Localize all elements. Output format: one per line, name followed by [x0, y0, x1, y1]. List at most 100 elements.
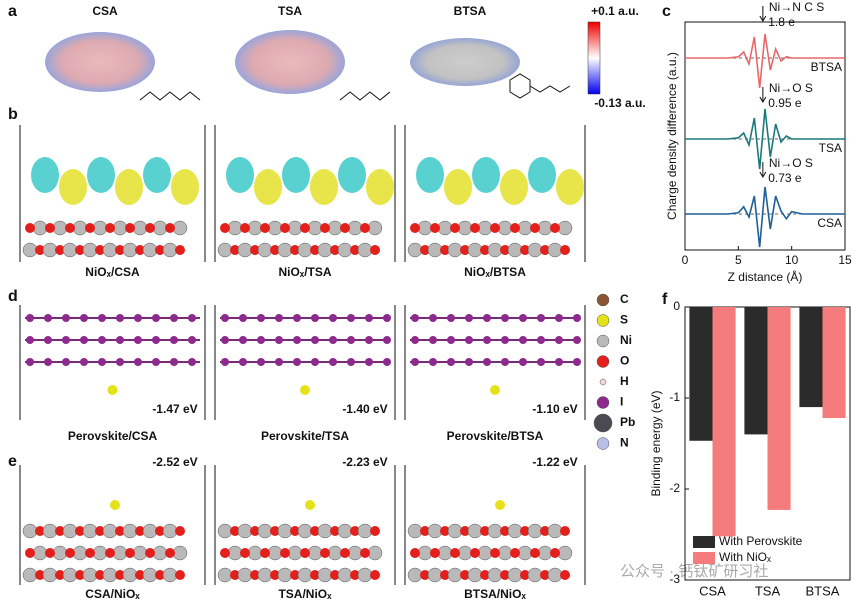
atom [297, 242, 313, 258]
energy: -1.40 eV [342, 402, 387, 416]
atom [135, 526, 145, 536]
atom [44, 314, 52, 322]
atom [340, 548, 350, 558]
atom [560, 526, 570, 536]
arrow-head [759, 96, 767, 103]
atom [519, 314, 527, 322]
atom [115, 245, 125, 255]
legend-label: With NiOₓ [719, 550, 771, 564]
atom [115, 570, 125, 580]
line [685, 33, 845, 89]
atom [175, 570, 185, 580]
atom [290, 245, 300, 255]
atom [311, 314, 319, 322]
atom [560, 245, 570, 255]
atom [317, 523, 333, 539]
charge-lobe [226, 157, 254, 193]
atom [547, 567, 563, 583]
atom [257, 336, 265, 344]
atom [165, 548, 175, 558]
atom [537, 314, 545, 322]
atom [122, 523, 138, 539]
atom [165, 223, 175, 233]
atom [102, 523, 118, 539]
atom [85, 223, 95, 233]
y-tick-label: -1 [669, 390, 680, 404]
atom [220, 223, 230, 233]
atom [357, 242, 373, 258]
atom [170, 314, 178, 322]
atom [152, 545, 168, 561]
charge-lobe [31, 157, 59, 193]
atom [72, 545, 88, 561]
atom [527, 523, 543, 539]
atom [112, 545, 128, 561]
atom [487, 523, 503, 539]
atom [62, 336, 70, 344]
atom [62, 314, 70, 322]
atom [487, 567, 503, 583]
atom [537, 336, 545, 344]
atom [490, 385, 500, 395]
atom [460, 570, 470, 580]
atom [520, 245, 530, 255]
atom [230, 245, 240, 255]
atom [75, 526, 85, 536]
atom [98, 314, 106, 322]
atom [280, 548, 290, 558]
atom [501, 314, 509, 322]
atom [447, 523, 463, 539]
atom [555, 314, 563, 322]
atom [277, 242, 293, 258]
atom [500, 570, 510, 580]
atom [247, 545, 263, 561]
bar [744, 307, 768, 435]
atom [460, 245, 470, 255]
atom [307, 220, 323, 236]
atom [257, 523, 273, 539]
atom [383, 336, 391, 344]
atom [537, 358, 545, 366]
atom [287, 220, 303, 236]
atom [540, 570, 550, 580]
atom [417, 545, 433, 561]
legend-label: S [620, 313, 628, 327]
atom [557, 545, 573, 561]
atom [447, 242, 463, 258]
atom [175, 526, 185, 536]
atom [134, 314, 142, 322]
atom [22, 523, 38, 539]
atom [420, 245, 430, 255]
atom [172, 220, 188, 236]
atom [547, 523, 563, 539]
atom [347, 336, 355, 344]
atom [172, 545, 188, 561]
charge-lobe [528, 157, 556, 193]
atom [330, 526, 340, 536]
series-label: CSA [817, 216, 842, 230]
atom [162, 242, 178, 258]
atom [480, 526, 490, 536]
atom [537, 220, 553, 236]
atom [490, 548, 500, 558]
atom [550, 548, 560, 558]
charge-lobe [556, 169, 584, 205]
atom [125, 548, 135, 558]
atom [239, 336, 247, 344]
y-label: Binding energy (eV) [649, 390, 663, 496]
atom [260, 223, 270, 233]
atom [310, 526, 320, 536]
atom [98, 358, 106, 366]
atom [557, 220, 573, 236]
atom [411, 358, 419, 366]
structure-sketch [339, 91, 391, 101]
atom [72, 220, 88, 236]
atom [447, 567, 463, 583]
atom [573, 314, 581, 322]
arrow-head [759, 15, 767, 22]
atom [507, 523, 523, 539]
atom [537, 545, 553, 561]
atom [347, 358, 355, 366]
atom [329, 314, 337, 322]
atom [80, 314, 88, 322]
